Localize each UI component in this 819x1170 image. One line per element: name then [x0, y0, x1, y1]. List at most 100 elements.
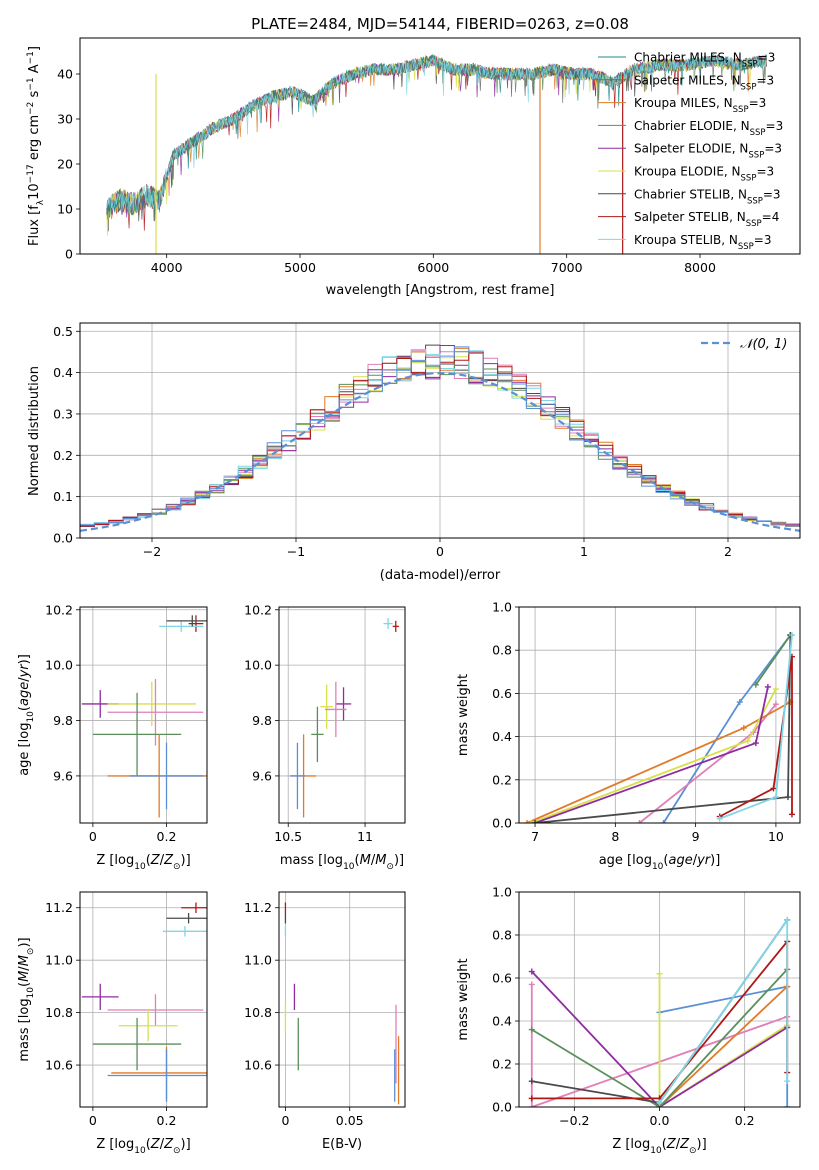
gaussian-curve — [80, 371, 800, 532]
y-tick-label: 10.0 — [45, 658, 73, 673]
weight-line — [658, 973, 788, 1107]
y-axis-label: Flux [fλ10−17 erg cm−2 s−1 A−1] — [26, 46, 46, 246]
legend-entry: Kroupa STELIB, NSSP=3 — [634, 233, 772, 252]
axes-frame — [278, 606, 406, 824]
x-tick-label: 0.2 — [157, 1113, 177, 1128]
spectrum-marks — [106, 53, 768, 254]
massweight_vs_age-frame: 7 8 9 10 0.0 0.2 0.4 0.6 0.8 1.0 age [log10(age/yr… — [456, 600, 801, 872]
x-axis-label: Z [log10(Z/Z⊙)] — [96, 853, 190, 872]
y-tick-label: 9.6 — [53, 768, 73, 783]
x-axis-label: age [log10(age/yr)] — [599, 853, 721, 872]
x-tick-label: −2 — [143, 544, 161, 559]
x-tick-label: 0 — [436, 544, 444, 559]
y-tick-label: 10.6 — [45, 1058, 73, 1073]
y-tick-label: 9.8 — [252, 713, 272, 728]
x-tick-label: 10.5 — [274, 829, 302, 844]
data-point — [335, 687, 352, 721]
y-tick-label: 11.2 — [244, 900, 272, 915]
y-tick-label: 0.0 — [492, 816, 512, 831]
weight-line — [531, 968, 788, 1107]
y-tick-label: 0.2 — [53, 448, 73, 463]
age_vs_Z-frame: 0 0.2 9.6 9.8 10.0 10.2 Z [log10(Z/Z⊙)] age [lo… — [17, 602, 208, 872]
legend-entry: Salpeter ELODIE, NSSP=3 — [634, 142, 782, 161]
y-tick-label: 0.4 — [53, 365, 73, 380]
x-tick-label: 2 — [724, 544, 732, 559]
mass_vs_ebv-axes: 0 0.05 10.6 10.8 11.0 11.2 E(B-V) — [244, 891, 406, 1152]
mass_vs_ebv-frame: 0 0.05 10.6 10.8 11.0 11.2 E(B-V) — [244, 891, 406, 1152]
y-tick-label: 10.0 — [244, 658, 272, 673]
mass_vs_Z-frame: 0 0.2 10.6 10.8 11.0 11.2 Z [log10(Z/Z⊙)] mass … — [17, 891, 208, 1156]
data-point — [107, 994, 204, 1026]
y-tick-label: 20 — [57, 157, 73, 172]
x-axis-label: Z [log10(Z/Z⊙)] — [96, 1137, 190, 1156]
y-tick-label: 10.2 — [45, 602, 73, 617]
x-tick-label: 7 — [531, 829, 539, 844]
weight-line — [658, 985, 788, 1107]
x-tick-label: 7000 — [551, 260, 583, 275]
y-tick-label: 10.6 — [244, 1058, 272, 1073]
y-tick-label: 30 — [57, 112, 73, 127]
figure-title: PLATE=2484, MJD=54144, FIBERID=0263, z=0… — [251, 15, 629, 33]
data-point — [289, 742, 306, 810]
data-point — [392, 620, 399, 632]
y-tick-label: 0.4 — [492, 1014, 512, 1029]
x-axis-label: (data-model)/error — [380, 568, 501, 583]
legend-entry: Chabrier ELODIE, NSSP=3 — [634, 119, 783, 138]
axes-frame — [278, 891, 406, 1108]
massweight_vs_Z-frame: −0.2 0.0 0.2 0.0 0.2 0.4 0.6 0.8 1.0 Z [log10(Z/Z… — [456, 885, 801, 1156]
y-tick-label: 10.2 — [244, 602, 272, 617]
x-tick-label: 0.0 — [650, 1113, 670, 1128]
y-axis-label: mass weight — [456, 958, 471, 1040]
y-tick-label: 1.0 — [492, 600, 512, 615]
mass_vs_Z-axes: 0 0.2 10.6 10.8 11.0 11.2 Z [log10(Z/Z⊙)] mass … — [17, 891, 208, 1156]
weight-line — [658, 917, 789, 1104]
y-tick-label: 11.0 — [244, 953, 272, 968]
age_vs_mass-marks — [289, 618, 399, 818]
y-tick-label: 11.2 — [45, 900, 73, 915]
y-axis-label: mass [log10(M/M⊙)] — [17, 937, 36, 1061]
data-point — [188, 615, 204, 632]
weight-line — [526, 701, 791, 823]
y-tick-label: 40 — [57, 67, 73, 82]
x-tick-label: −0.2 — [559, 1113, 589, 1128]
residuals-axes: −2 −1 0 1 2 0.0 0.1 0.2 0.3 0.4 0.5 𝒩(0, 1) (data-mo… — [27, 322, 801, 583]
legend: Chabrier MILES, NSSP=3 Salpeter MILES, NS… — [598, 51, 783, 252]
axes-frame — [518, 606, 801, 824]
data-point — [92, 1017, 182, 1071]
data-point — [81, 983, 119, 1010]
data-point — [311, 706, 324, 763]
legend-entry: Salpeter STELIB, NSSP=4 — [634, 210, 779, 229]
age_vs_Z-axes: 0 0.2 9.6 9.8 10.0 10.2 Z [log10(Z/Z⊙)] age [lo… — [17, 602, 208, 872]
y-tick-label: 0.6 — [492, 971, 512, 986]
weight-series — [656, 916, 791, 1106]
data-point — [118, 1009, 178, 1042]
data-point — [107, 681, 196, 727]
x-tick-label: 0 — [89, 1113, 97, 1128]
y-tick-label: 0.8 — [492, 643, 512, 658]
massweight_vs_age-marks — [524, 632, 795, 823]
y-tick-label: 9.8 — [53, 713, 73, 728]
data-point — [107, 679, 204, 746]
x-tick-label: 0 — [89, 829, 97, 844]
age_vs_mass-axes: 10.5 11 9.6 9.8 10.0 10.2 mass [log10(M/M⊙)] — [244, 602, 406, 872]
age_vs_mass-frame: 10.5 11 9.6 9.8 10.0 10.2 mass [log10(M/M⊙)] — [244, 602, 406, 872]
x-tick-label: 4000 — [151, 260, 183, 275]
massweight_vs_Z-marks — [528, 916, 791, 1107]
data-point — [320, 684, 333, 729]
massweight_vs_Z-axes: −0.2 0.0 0.2 0.0 0.2 0.4 0.6 0.8 1.0 Z [log10(Z/Z… — [456, 885, 801, 1156]
y-axis-label: Normed distribution — [27, 366, 42, 496]
x-tick-label: 0.2 — [157, 829, 177, 844]
axes-frame — [79, 606, 208, 824]
legend-entry: Chabrier MILES, NSSP=3 — [634, 51, 775, 70]
weight-line — [535, 635, 792, 823]
axes-frame — [79, 891, 208, 1108]
data-point — [166, 615, 207, 627]
x-tick-label: 0 — [281, 1113, 289, 1128]
weight-series — [532, 683, 771, 823]
data-point — [129, 742, 204, 810]
data-point — [92, 692, 182, 776]
legend-entry: Chabrier STELIB, NSSP=3 — [634, 187, 781, 206]
x-tick-label: 9 — [692, 829, 700, 844]
mass_vs_ebv-marks — [284, 902, 400, 1105]
